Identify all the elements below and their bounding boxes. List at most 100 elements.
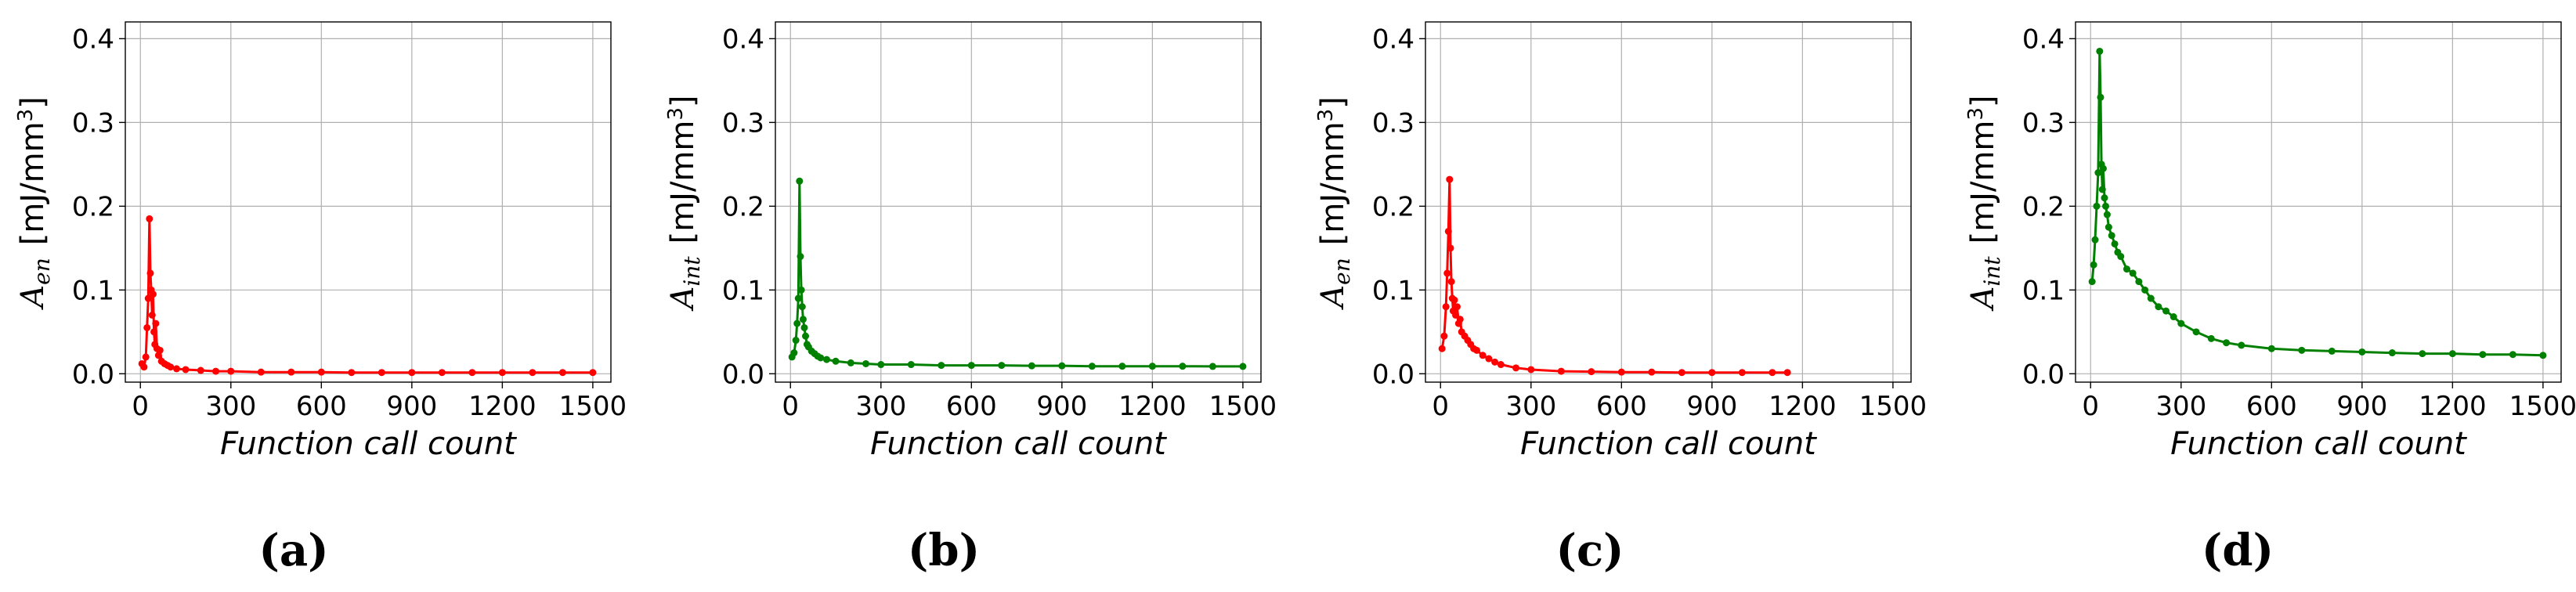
data-point bbox=[257, 368, 265, 376]
data-point bbox=[817, 354, 825, 362]
series-line bbox=[790, 179, 1243, 368]
y-axis-label: Aint [mJ/mm3] bbox=[664, 95, 705, 312]
data-point bbox=[2479, 351, 2487, 359]
y-tick-label: 0.4 bbox=[722, 23, 764, 55]
y-tick-label: 0.3 bbox=[2022, 107, 2065, 139]
panel-b: 0 300 600 900 1200 1500 0.0 0.1 0.2 0.3 0.4 Funct… bbox=[664, 21, 1277, 576]
data-point bbox=[1708, 369, 1716, 377]
data-point bbox=[799, 316, 807, 323]
x-axis-label: Function call count bbox=[1520, 426, 1817, 462]
x-axis-ticks: 0 300 600 900 1200 1500 bbox=[1432, 382, 1927, 422]
data-point bbox=[1058, 362, 1066, 370]
plot-frame bbox=[775, 21, 1262, 383]
data-point bbox=[529, 369, 537, 377]
data-point bbox=[1453, 303, 1461, 311]
data-point bbox=[794, 294, 802, 302]
data-point bbox=[144, 294, 152, 302]
data-point bbox=[150, 328, 158, 336]
data-point bbox=[2123, 265, 2130, 273]
data-point bbox=[2098, 186, 2106, 193]
data-point bbox=[2102, 202, 2110, 210]
data-point bbox=[792, 337, 800, 345]
data-point bbox=[2388, 349, 2396, 357]
data-point bbox=[468, 369, 476, 377]
data-point bbox=[148, 311, 156, 319]
y-tick-label: 0.4 bbox=[2022, 23, 2065, 55]
y-axis-ticks: 0.0 0.1 0.2 0.3 0.4 bbox=[722, 23, 775, 390]
y-tick-label: 0.0 bbox=[2022, 359, 2065, 390]
y-tick-label: 0.0 bbox=[1372, 359, 1414, 390]
data-point bbox=[227, 367, 235, 375]
plot-frame bbox=[125, 21, 612, 383]
x-tick-label: 1200 bbox=[1769, 391, 1837, 422]
panel-caption: (c) bbox=[1555, 525, 1624, 576]
data-point bbox=[2298, 346, 2306, 354]
y-axis-ticks: 0.0 0.1 0.2 0.3 0.4 bbox=[72, 23, 125, 390]
x-tick-label: 600 bbox=[296, 391, 347, 422]
y-tick-label: 0.2 bbox=[2022, 191, 2065, 222]
x-tick-label: 0 bbox=[132, 391, 149, 422]
y-axis-unit-superscript: 3 bbox=[1964, 107, 1988, 121]
data-point bbox=[798, 303, 806, 311]
data-point bbox=[142, 353, 150, 361]
y-axis-unit-close: ] bbox=[1315, 96, 1351, 109]
data-point bbox=[378, 369, 385, 377]
y-tick-label: 0.1 bbox=[1372, 275, 1414, 306]
data-point bbox=[2088, 278, 2096, 286]
panel-caption: (b) bbox=[908, 525, 980, 576]
data-point bbox=[2091, 236, 2099, 244]
panel-a: 0 300 600 900 1200 1500 0.0 0.1 0.2 0.3 0.4 Funct… bbox=[14, 21, 627, 576]
data-point bbox=[2097, 93, 2105, 101]
data-point bbox=[558, 369, 566, 377]
data-point bbox=[498, 369, 506, 377]
grid-lines bbox=[1425, 22, 1911, 382]
data-point bbox=[2141, 286, 2149, 294]
x-tick-label: 300 bbox=[855, 391, 906, 422]
y-axis-ticks: 0.0 0.1 0.2 0.3 0.4 bbox=[1372, 23, 1425, 390]
x-tick-label: 1500 bbox=[559, 391, 627, 422]
data-point bbox=[156, 346, 164, 354]
data-point bbox=[802, 332, 810, 340]
data-point bbox=[1491, 358, 1499, 366]
y-axis-unit-close: ] bbox=[665, 95, 701, 107]
data-point bbox=[1648, 368, 1656, 376]
data-point bbox=[1738, 369, 1746, 377]
data-point bbox=[2238, 341, 2245, 349]
data-point bbox=[2129, 269, 2137, 277]
data-point bbox=[2096, 47, 2104, 55]
x-tick-label: 1200 bbox=[468, 391, 537, 422]
y-tick-label: 0.2 bbox=[72, 191, 114, 222]
grid-lines bbox=[125, 22, 611, 382]
y-axis-subscript: int bbox=[679, 256, 705, 287]
data-point bbox=[1485, 355, 1493, 363]
x-tick-label: 900 bbox=[1036, 391, 1087, 422]
y-axis-unit-close: ] bbox=[1965, 95, 2001, 107]
data-point bbox=[2101, 194, 2108, 202]
y-axis-ticks: 0.0 0.1 0.2 0.3 0.4 bbox=[2022, 23, 2076, 390]
data-point bbox=[2108, 232, 2115, 240]
y-axis-unit-close: ] bbox=[15, 96, 51, 109]
x-axis-ticks: 0 300 600 900 1200 1500 bbox=[132, 382, 627, 422]
data-point bbox=[2162, 307, 2170, 315]
data-point bbox=[149, 291, 157, 298]
y-axis-subscript: en bbox=[1329, 258, 1355, 285]
data-point bbox=[2111, 240, 2119, 247]
x-tick-label: 900 bbox=[2336, 391, 2387, 422]
data-point bbox=[317, 368, 325, 376]
x-tick-label: 300 bbox=[1505, 391, 1556, 422]
y-tick-label: 0.0 bbox=[722, 359, 764, 390]
data-point bbox=[1209, 363, 1216, 370]
x-axis-label: Function call count bbox=[870, 426, 1167, 462]
data-point bbox=[800, 323, 808, 331]
data-point bbox=[796, 177, 804, 185]
y-axis-unit: [mJ/mm bbox=[665, 121, 701, 244]
data-point bbox=[287, 368, 295, 376]
y-tick-label: 0.4 bbox=[72, 23, 114, 55]
data-point bbox=[2170, 313, 2177, 321]
data-point bbox=[907, 361, 915, 369]
data-point bbox=[1479, 352, 1487, 359]
data-point bbox=[1452, 311, 1460, 319]
data-point bbox=[1444, 227, 1452, 235]
y-axis-label: Aen [mJ/mm3] bbox=[1314, 96, 1355, 310]
x-tick-label: 600 bbox=[946, 391, 997, 422]
